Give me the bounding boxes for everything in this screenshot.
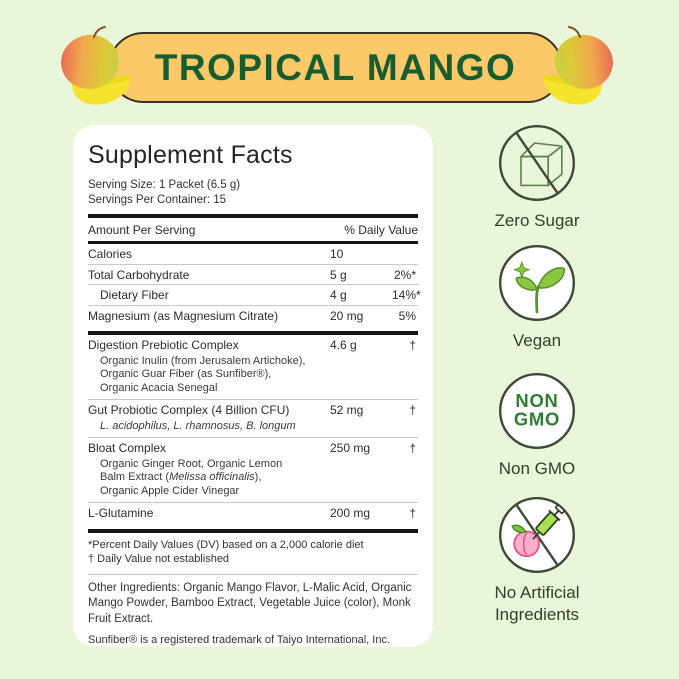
fact-row-daily-value: † <box>409 403 416 417</box>
fact-row-sub-ingredients: Organic Inulin (from Jerusalem Artichoke… <box>88 355 345 396</box>
fact-row: Dietary Fiber 4 g 14%* <box>88 285 421 305</box>
fact-row: Bloat Complex 250 mg † <box>88 438 418 458</box>
fact-row-amount: 52 mg <box>330 403 364 417</box>
divider <box>88 331 418 335</box>
fact-row-daily-value: 14%* <box>392 288 421 302</box>
fact-row-daily-value: 2%* <box>393 267 416 282</box>
fact-row-daily-value: † <box>409 441 416 455</box>
fact-row: Total Carbohydrate 5 g 2%* <box>88 265 418 285</box>
fact-row-daily-value: 5% <box>398 308 416 323</box>
daily-value-header: % Daily Value <box>344 223 418 237</box>
badge-label: No Artificial Ingredients <box>494 583 580 624</box>
facts-table: Calories 10 Total Carbohydrate 5 g 2%* Dietar… <box>88 244 421 533</box>
badge-no-artificial-ingredients: No Artificial Ingredients <box>467 495 607 626</box>
fact-row-amount: 20 mg <box>330 308 364 323</box>
no-sugar-cube-icon <box>499 125 575 201</box>
divider <box>88 214 418 218</box>
fact-row-label: Bloat Complex <box>88 441 167 455</box>
divider <box>88 573 418 575</box>
badge-non-gmo: NON GMO Non GMO <box>467 371 607 480</box>
fact-row-sub-ingredients: Organic Ginger Root, Organic Lemon Balm E… <box>88 458 345 499</box>
fact-row: L-Glutamine 200 mg † <box>88 503 418 523</box>
dagger-footnote: † Daily Value not established <box>88 553 230 565</box>
divider <box>88 241 418 244</box>
fact-row-amount: 10 <box>330 247 344 261</box>
badge-vegan: Vegan <box>467 243 607 352</box>
sprout-icon <box>499 245 575 321</box>
no-syringe-peach-icon <box>499 497 575 573</box>
sub-ingredient-line: L. acidophilus, L. rhamnosus, B. longum <box>100 419 296 432</box>
dv-footnote: *Percent Daily Values (DV) based on a 2,… <box>88 538 364 551</box>
other-ingredients: Other Ingredients: Organic Mango Flavor,… <box>88 581 412 625</box>
divider <box>88 284 418 285</box>
fact-row-label: Magnesium (as Magnesium Citrate) <box>88 308 279 323</box>
mango-icon <box>543 26 613 105</box>
supplement-facts-title: Supplement Facts <box>88 141 293 169</box>
divider <box>88 263 418 265</box>
badge-label: Non GMO <box>498 459 576 478</box>
supplement-facts-panel: Supplement Facts Serving Size: 1 Packet … <box>73 125 433 647</box>
badge-label: Vegan <box>512 331 562 350</box>
fact-row: Digestion Prebiotic Complex 4.6 g † <box>88 335 418 355</box>
footnotes: *Percent Daily Values (DV) based on a 2,… <box>88 538 418 567</box>
divider <box>88 437 418 438</box>
amount-per-serving-header: Amount Per Serving <box>88 223 196 237</box>
divider <box>88 502 418 503</box>
sub-ingredient-line: Organic Apple Cider Vinegar <box>100 484 240 497</box>
fact-row-amount: 4.6 g <box>330 338 357 352</box>
fact-row-label: L-Glutamine <box>88 506 154 520</box>
fact-row: Gut Probiotic Complex (4 Billion CFU) 52 … <box>88 400 418 420</box>
fact-row-amount: 250 mg <box>330 441 371 455</box>
column-header: Amount Per Serving % Daily Value <box>88 218 418 241</box>
fact-row-label: Gut Probiotic Complex (4 Billion CFU) <box>88 403 290 417</box>
fact-row: Calories 10 <box>88 244 418 264</box>
fact-row: Magnesium (as Magnesium Citrate) 20 mg 5% <box>88 306 418 326</box>
mango-icon <box>61 26 131 105</box>
fact-row-amount: 4 g <box>330 288 347 302</box>
fact-row-label: Total Carbohydrate <box>88 267 190 282</box>
flavor-banner: TROPICAL MANGO <box>108 32 563 103</box>
sub-ingredient-line: Balm Extract (Melissa officinalis), <box>100 471 262 483</box>
divider <box>88 399 418 400</box>
non-gmo-text-line2: GMO <box>514 408 560 429</box>
badge-zero-sugar: Zero Sugar <box>467 123 607 232</box>
non-gmo-text-line1: NON <box>515 390 558 411</box>
fact-row-sub-ingredients: L. acidophilus, L. rhamnosus, B. longum <box>88 420 345 434</box>
fact-row-label: Calories <box>88 247 133 261</box>
fact-row-label: Dietary Fiber <box>100 288 169 302</box>
fact-row-daily-value: † <box>409 506 416 520</box>
flavor-title: TROPICAL MANGO <box>154 46 517 88</box>
fact-row-daily-value <box>392 247 418 261</box>
fact-row-daily-value: † <box>409 338 416 352</box>
divider <box>88 528 418 533</box>
non-gmo-circle-icon: NON GMO <box>499 373 575 449</box>
fact-row-amount: 200 mg <box>330 506 371 520</box>
badge-label: Zero Sugar <box>494 211 580 230</box>
sub-ingredient-line: Organic Guar Fiber (as Sunfiber®), <box>100 368 272 380</box>
sub-ingredient-line: Organic Acacia Senegal <box>100 381 218 394</box>
trademark-note: Sunfiber® is a registered trademark of T… <box>88 634 391 646</box>
sub-ingredient-line: Organic Inulin (from Jerusalem Artichoke… <box>100 354 306 367</box>
servings-per-container: Servings Per Container: 15 <box>88 194 227 206</box>
fact-row-amount: 5 g <box>330 267 347 282</box>
divider <box>88 304 418 306</box>
fact-row-label: Digestion Prebiotic Complex <box>88 338 239 352</box>
sub-ingredient-line: Organic Ginger Root, Organic Lemon <box>100 457 283 470</box>
serving-size: Serving Size: 1 Packet (6.5 g) <box>88 179 241 191</box>
